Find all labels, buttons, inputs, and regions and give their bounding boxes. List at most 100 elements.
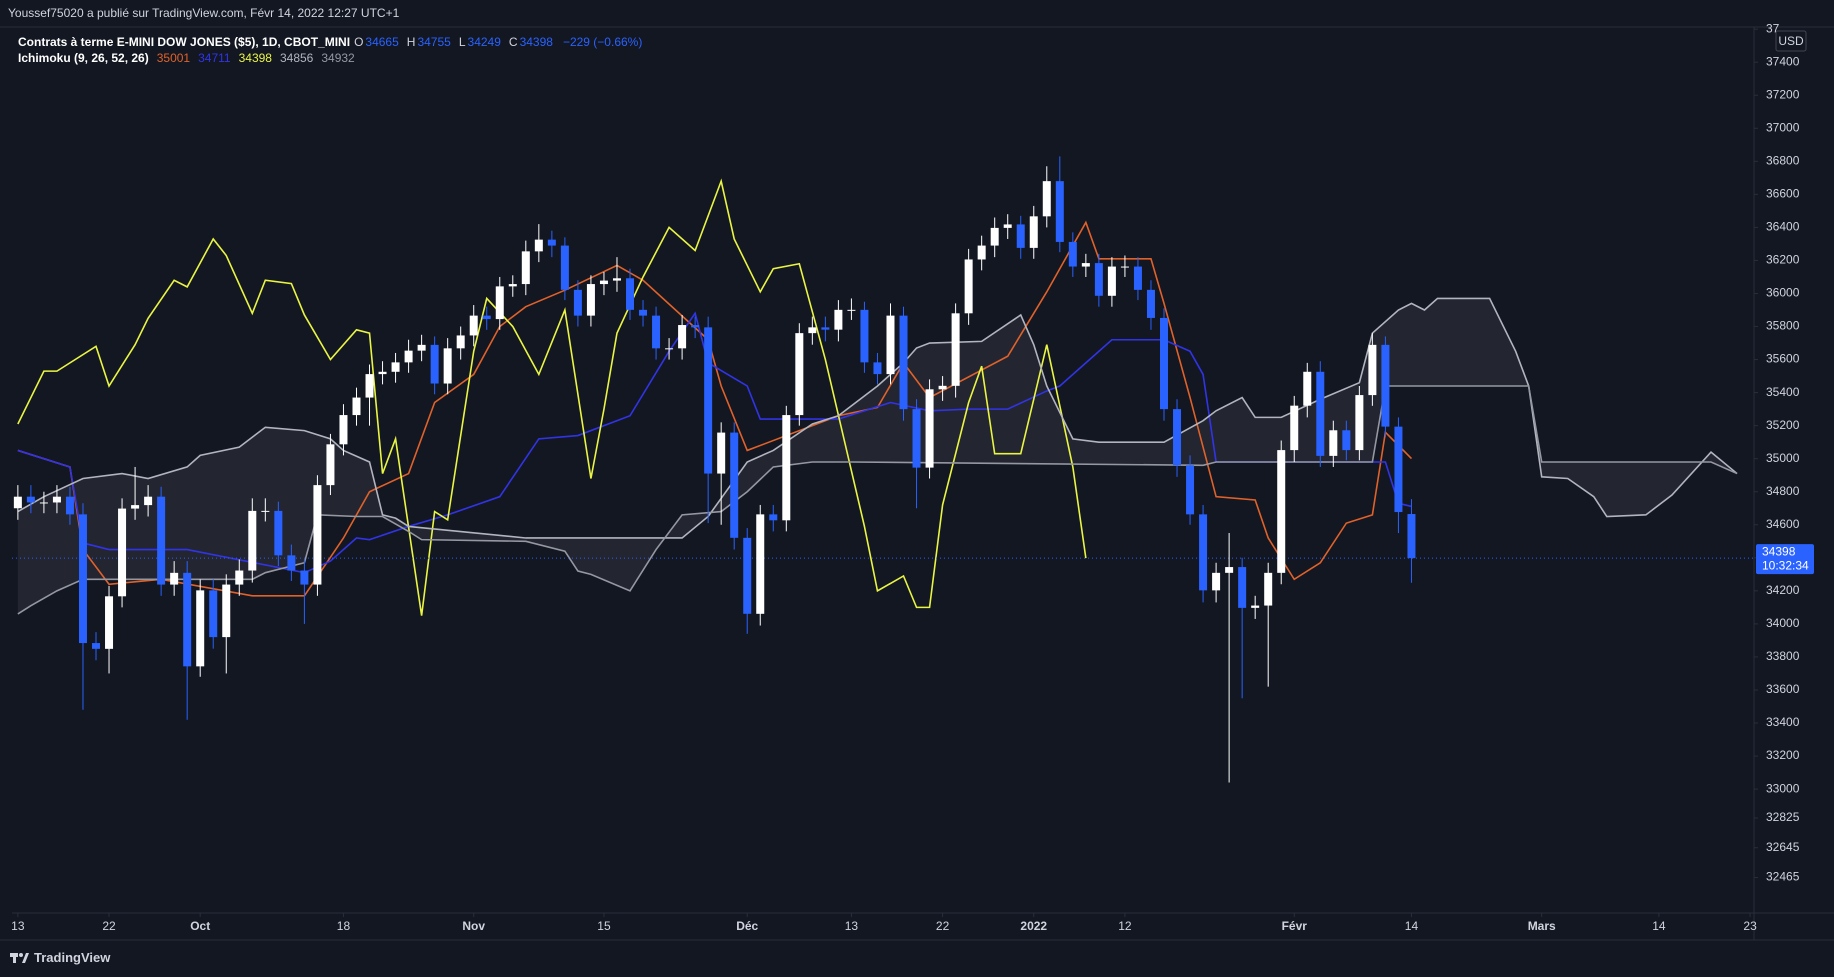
candle-body — [938, 385, 947, 390]
candle-body — [873, 362, 882, 375]
candle-body — [131, 505, 140, 509]
candle-body — [573, 289, 582, 316]
y-tick-label: 36400 — [1766, 220, 1800, 234]
candle-body — [261, 510, 270, 512]
price-badge-countdown: 10:32:34 — [1762, 558, 1809, 572]
candle-body — [1342, 430, 1351, 451]
candle-body — [1264, 572, 1273, 606]
candle-body — [769, 514, 778, 521]
candle-body — [756, 514, 765, 614]
axes: 3737400372003700036800366003640036200360… — [11, 21, 1814, 933]
change: −229 (−0.66%) — [562, 35, 643, 49]
ohlc-label: O — [354, 35, 364, 49]
y-tick-label: 34000 — [1766, 616, 1800, 630]
indicator-value: 35001 — [156, 51, 191, 65]
candle-body — [157, 496, 166, 585]
y-tick-label: 33200 — [1766, 748, 1800, 762]
candle-body — [678, 325, 687, 349]
candle-body — [1186, 465, 1195, 515]
candle-body — [730, 432, 739, 538]
candle-body — [1107, 266, 1116, 296]
x-tick-label: Oct — [190, 919, 210, 933]
candle-body — [482, 315, 491, 320]
candle-body — [313, 485, 322, 585]
currency-badge — [1775, 30, 1807, 52]
candle-body — [1212, 572, 1221, 591]
candle-body — [65, 496, 74, 515]
candle-body — [951, 313, 960, 386]
x-tick-label: 14 — [1652, 919, 1666, 933]
candle-body — [52, 496, 61, 503]
candle-body — [26, 496, 35, 503]
y-tick-label: 32825 — [1766, 810, 1800, 824]
candle-body — [1225, 567, 1234, 573]
candle-body — [1042, 181, 1051, 217]
candle-body — [886, 315, 895, 375]
y-tick-label: 36600 — [1766, 187, 1800, 201]
indicator-line — [17, 178, 1087, 616]
top-bar — [0, 0, 1834, 27]
candle-body — [1303, 371, 1312, 406]
indicator-legend: Ichimoku (9, 26, 52, 26) 35001 34711 34398… — [18, 51, 355, 65]
x-tick-label: Mars — [1528, 919, 1556, 933]
candle-body — [521, 251, 530, 285]
symbol-legend: Contrats à terme E-MINI DOW JONES ($5), … — [18, 35, 642, 49]
candle-body — [1068, 241, 1077, 267]
candle-body — [508, 284, 517, 287]
candle-body — [1199, 514, 1208, 591]
candle-body — [209, 590, 218, 638]
candle-body — [1003, 224, 1012, 228]
currency-label: USD — [1778, 34, 1804, 48]
candle-body — [1133, 266, 1142, 290]
candle-body — [1120, 266, 1129, 268]
candle-body — [743, 537, 752, 614]
candle-body — [534, 239, 543, 252]
candle-body — [560, 245, 569, 290]
y-tick-label: 37000 — [1766, 120, 1800, 134]
indicator-label: Ichimoku (9, 26, 52, 26) — [18, 51, 149, 65]
y-tick-label: 34200 — [1766, 583, 1800, 597]
candle-body — [717, 432, 726, 474]
candle-body — [912, 409, 921, 468]
candle-body — [1381, 344, 1390, 427]
y-tick-label: 32465 — [1766, 870, 1800, 884]
candle-body — [1290, 405, 1299, 451]
y-tick-label: 36200 — [1766, 253, 1800, 267]
y-tick-label: 35200 — [1766, 418, 1800, 432]
candle-body — [599, 280, 608, 285]
candle-body — [1355, 395, 1364, 451]
x-tick-label: 18 — [337, 919, 351, 933]
candle-body — [808, 327, 817, 334]
y-tick-label: 35400 — [1766, 385, 1800, 399]
candle-body — [469, 315, 478, 336]
candle-body — [1146, 289, 1155, 318]
ohlc-label: L — [458, 35, 466, 49]
y-tick-label: 32645 — [1766, 840, 1800, 854]
candle-body — [1094, 263, 1103, 296]
candle-body — [404, 350, 413, 363]
candle-body — [1251, 605, 1260, 608]
ohlc: O 34665 H 34755 L 34249 C 34398 — [354, 35, 559, 49]
candle-body — [1173, 409, 1182, 466]
y-tick-label: 34800 — [1766, 484, 1800, 498]
indicator-line — [17, 220, 1413, 597]
y-tick-label: 34600 — [1766, 517, 1800, 531]
x-tick-label: 13 — [11, 919, 25, 933]
candle-body — [1016, 224, 1025, 248]
candle-body — [1329, 430, 1338, 456]
indicator-value: 34398 — [238, 51, 272, 65]
price-badge — [1756, 544, 1814, 575]
x-tick-label: 12 — [1118, 919, 1132, 933]
y-tick-label: 36000 — [1766, 286, 1800, 300]
candle-body — [612, 278, 621, 281]
ohlc-value: 34249 — [467, 35, 501, 49]
candle-body — [860, 309, 869, 363]
ohlc-label: H — [406, 35, 416, 49]
x-tick-label: 22 — [936, 919, 950, 933]
x-tick-label: Déc — [736, 919, 758, 933]
candle-body — [1055, 181, 1064, 242]
x-tick-label: 23 — [1743, 919, 1757, 933]
candle-body — [78, 514, 87, 644]
candle-body — [92, 643, 101, 649]
